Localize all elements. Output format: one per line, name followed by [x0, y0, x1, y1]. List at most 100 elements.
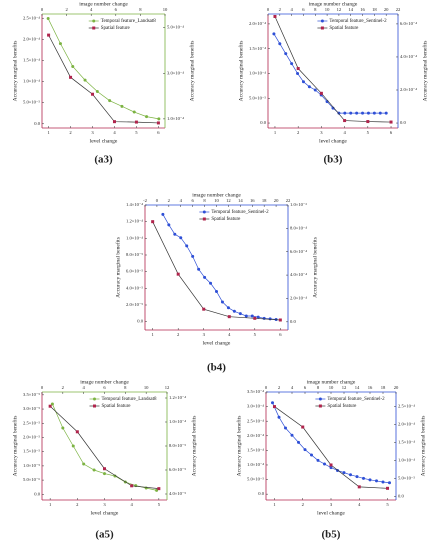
y-tick-label: 3.0×10⁻⁵	[23, 406, 40, 411]
x-axis-label: level change	[319, 138, 347, 144]
y-tick-label: 0.0	[34, 491, 40, 496]
y-tick-label: 0.0	[137, 319, 143, 324]
data-point	[48, 404, 52, 408]
y2-axis-label: Accuracy marginal benefits	[188, 41, 195, 102]
x-tick-label: 6	[279, 332, 282, 337]
x-tick-label: 3	[320, 130, 323, 135]
data-point	[366, 120, 370, 124]
data-point	[386, 486, 390, 490]
legend-label: Temporal feature_Landsat8	[102, 397, 158, 402]
data-point	[337, 111, 341, 115]
y-tick-label: 1.0×10⁻⁴	[23, 79, 40, 84]
x2-tick-label: 4	[290, 7, 293, 12]
x-tick-label: 1	[47, 130, 50, 135]
data-point	[244, 314, 248, 318]
data-point	[366, 111, 370, 115]
data-point	[120, 104, 124, 108]
data-point	[209, 281, 213, 285]
data-point	[50, 402, 54, 406]
x2-tick-label: 6	[115, 7, 118, 12]
legend-label: Spatial feature	[102, 404, 132, 409]
data-point	[176, 272, 180, 276]
x2-tick-label: 12	[342, 385, 347, 390]
data-point	[227, 315, 231, 319]
y-tick-label: 6.0×10⁻⁵	[126, 269, 143, 274]
data-point	[46, 17, 50, 21]
x2-tick-label: 8	[317, 385, 320, 390]
x2-tick-label: 4	[90, 7, 93, 12]
x2-tick-label: 2	[168, 198, 171, 203]
y2-tick-label: 6.0×10⁻⁴	[400, 21, 417, 26]
data-point	[69, 75, 73, 79]
data-point	[301, 80, 305, 84]
legend-marker	[318, 397, 322, 401]
y2-tick-label: 1.0×10⁻⁴	[169, 419, 186, 424]
data-point	[161, 212, 165, 216]
x-tick-label: 3	[103, 502, 106, 507]
data-point	[157, 487, 161, 491]
y-tick-label: 3.5×10⁻⁵	[23, 392, 40, 397]
y-tick-label: 2.0×10⁻⁵	[126, 302, 143, 307]
x-tick-label: 2	[76, 502, 79, 507]
x-tick-label: 4	[358, 502, 361, 507]
data-point	[95, 90, 99, 94]
x-axis-label: level change	[91, 510, 119, 516]
data-point	[384, 111, 388, 115]
x-tick-label: 3	[91, 130, 94, 135]
series-line	[152, 221, 281, 321]
data-point	[108, 99, 112, 103]
x2-tick-label: 8	[124, 385, 127, 390]
data-point	[253, 316, 257, 320]
legend-marker	[92, 19, 96, 23]
x-tick-label: 2	[177, 332, 180, 337]
x2-tick-label: 16	[250, 198, 255, 203]
data-point	[361, 111, 365, 115]
x2-tick-label: 8	[139, 7, 142, 12]
data-point	[156, 121, 160, 125]
y2-tick-label: 4.0×10⁻⁵	[169, 491, 186, 496]
data-point	[372, 111, 376, 115]
panel-label: (b3)	[324, 154, 343, 166]
y-tick-label: 1.5×10⁻⁴	[23, 58, 40, 63]
data-point	[215, 289, 218, 293]
x2-tick-label: 18	[372, 7, 377, 12]
y2-axis-label: Accuracy marginal benefits	[190, 416, 197, 477]
plot-area	[42, 14, 165, 128]
y-tick-label: 5.0×10⁻⁵	[249, 95, 266, 100]
x2-tick-label: 14	[238, 198, 243, 203]
x2-tick-label: 16	[360, 7, 365, 12]
x2-tick-label: 8	[314, 7, 317, 12]
data-point	[355, 111, 359, 115]
legend-label: Temporal feature_Sentinel-2	[329, 19, 387, 24]
x-tick-label: 6	[157, 130, 160, 135]
x2-tick-label: 10	[163, 7, 168, 12]
plot-area	[266, 392, 396, 500]
legend-marker	[320, 19, 324, 23]
x2-tick-label: 14	[348, 7, 353, 12]
legend-label: Spatial feature	[329, 26, 359, 31]
panel-label: (a3)	[94, 154, 113, 166]
x2-tick-label: 6	[103, 385, 106, 390]
y2-tick-label: 0.0	[290, 319, 296, 324]
x2-tick-label: 10	[329, 385, 334, 390]
data-point	[130, 484, 134, 488]
data-point	[113, 474, 117, 478]
x2-tick-label: 0	[41, 385, 44, 390]
data-point	[378, 111, 382, 115]
x2-tick-label: 6	[192, 198, 195, 203]
data-point	[349, 473, 352, 477]
y2-tick-label: 1.5×10⁻⁴	[398, 439, 415, 444]
data-point	[277, 415, 281, 419]
x2-axis-label: image number change	[79, 1, 128, 7]
x-tick-label: 4	[343, 130, 346, 135]
legend-label: Spatial feature	[211, 217, 241, 222]
data-point	[284, 52, 288, 56]
data-point	[197, 267, 201, 271]
y-axis-label: Accuracy marginal benefits	[114, 237, 121, 298]
data-point	[47, 33, 51, 37]
data-point	[92, 468, 96, 472]
data-point	[272, 32, 276, 36]
x2-tick-label: 0	[41, 7, 44, 12]
x2-tick-label: -2	[143, 198, 148, 203]
data-point	[388, 481, 391, 485]
